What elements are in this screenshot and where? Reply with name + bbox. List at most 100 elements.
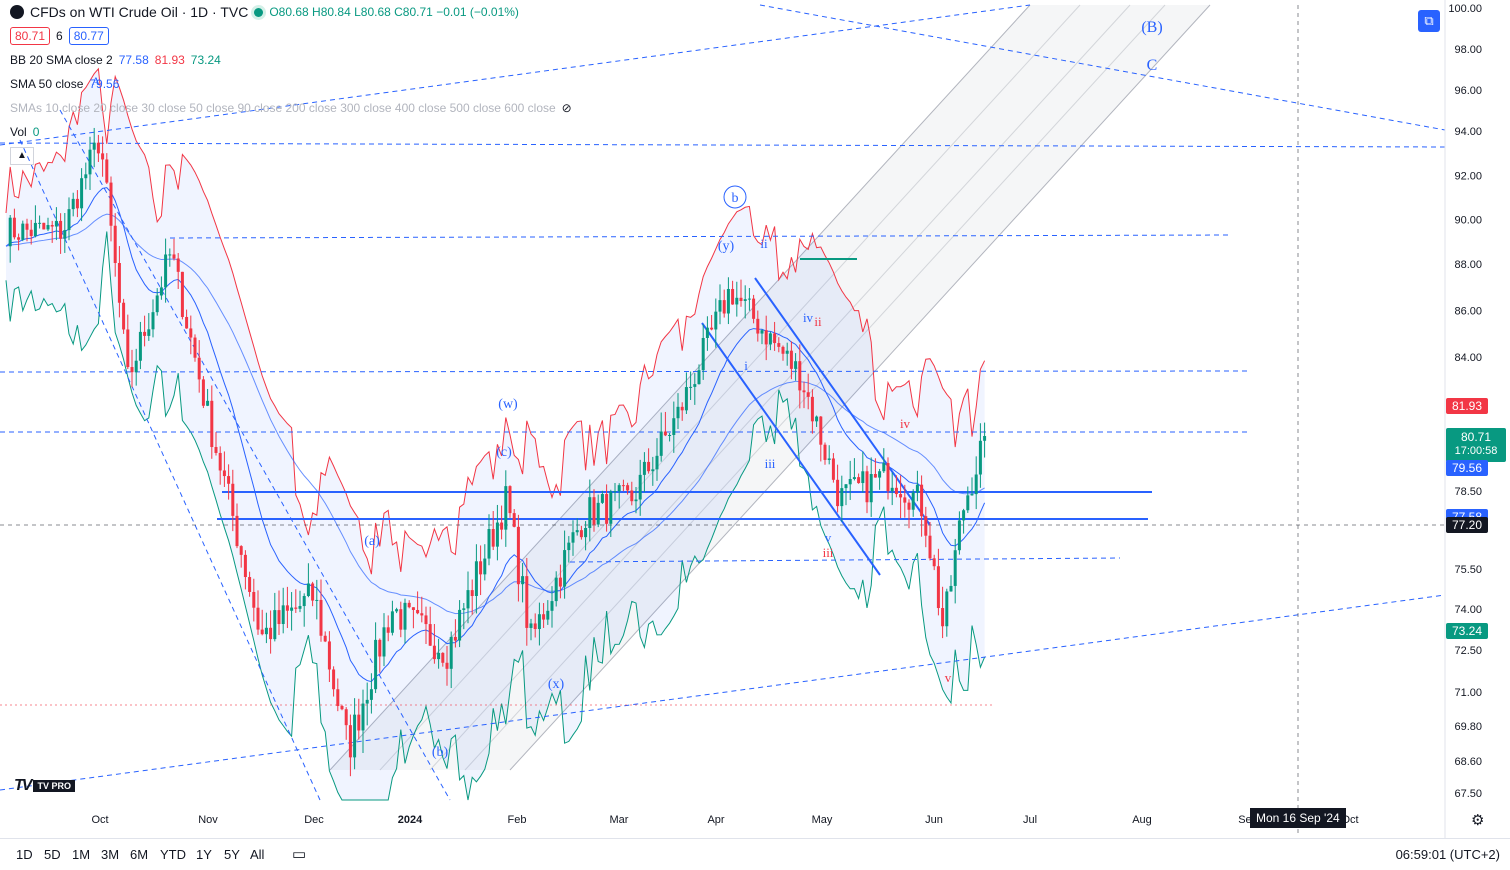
candle-body (269, 627, 273, 640)
bb-basis-line (5, 187, 986, 683)
smas-label[interactable]: SMAs 10 close 20 close 30 close 50 close… (10, 101, 556, 115)
candle-body (33, 222, 37, 237)
candle-body (768, 333, 772, 345)
candle-body (138, 331, 142, 361)
range-ytd[interactable]: YTD (160, 847, 186, 862)
candle-body (201, 379, 205, 406)
price-tick: 68.60 (1454, 756, 1482, 768)
candle-body (428, 624, 432, 646)
candle-body (680, 406, 684, 411)
time-tick: Apr (707, 814, 724, 826)
candle-body (189, 328, 193, 338)
candle-body (264, 627, 268, 635)
candle-body (819, 416, 823, 445)
candle-body (848, 479, 852, 485)
candle-body (59, 220, 63, 239)
candle-body (873, 474, 877, 478)
candle-body (521, 576, 525, 585)
candle-body (315, 599, 319, 601)
collapse-legend-icon[interactable]: ▲ (10, 147, 34, 165)
price-tick: 94.00 (1454, 126, 1482, 138)
price-label-81-93: 81.93 (1446, 398, 1488, 414)
candle-body (369, 689, 373, 700)
candle-body (38, 222, 42, 224)
wave-label: (w) (498, 397, 518, 412)
vol-value: 0 (32, 125, 40, 139)
candle-body (684, 387, 688, 411)
candle-body (974, 474, 978, 495)
range-1y[interactable]: 1Y (196, 847, 212, 862)
symbol-title[interactable]: CFDs on WTI Crude Oil · 1D · TVC (30, 4, 249, 20)
candle-body (474, 561, 478, 597)
candle-body (714, 311, 718, 330)
price-tick: 88.00 (1454, 259, 1482, 271)
vol-label[interactable]: Vol (10, 125, 27, 139)
candle-body (399, 609, 403, 630)
gear-icon[interactable]: ⚙ (1471, 812, 1485, 829)
range-1d[interactable]: 1D (16, 847, 33, 862)
candle-body (588, 497, 592, 529)
time-tick: Oct (1341, 814, 1358, 826)
bb-label[interactable]: BB 20 SMA close 2 (10, 53, 113, 67)
candle-body (592, 497, 596, 525)
range-6m[interactable]: 6M (130, 847, 149, 862)
wave-label: b (732, 191, 739, 206)
sma50-label[interactable]: SMA 50 close (10, 77, 84, 91)
time-tick: Mar (610, 814, 629, 826)
range-all[interactable]: All (250, 847, 265, 862)
ask-price[interactable]: 80.77 (68, 27, 109, 45)
wave-label: iv (803, 310, 814, 325)
time-tick: Aug (1132, 814, 1152, 826)
price-tick: 90.00 (1454, 215, 1482, 227)
eye-off-icon[interactable]: ⊘ (561, 101, 572, 115)
candle-body (844, 484, 848, 489)
range-5y[interactable]: 5Y (224, 847, 240, 862)
candle-body (395, 609, 399, 612)
wave-label: v (825, 530, 832, 545)
candle-body (243, 554, 247, 578)
candle-body (340, 706, 344, 710)
candle-body (760, 330, 764, 334)
candle-body (306, 583, 310, 597)
candle-body (260, 629, 264, 635)
candle-body (647, 461, 651, 472)
wave-label: v (945, 670, 952, 685)
candle-body (206, 400, 210, 406)
candle-body (718, 300, 722, 312)
candle-body (227, 476, 231, 484)
clock[interactable]: 06:59:01 (UTC+2) (1395, 847, 1500, 862)
candle-body (25, 223, 29, 230)
candle-body (437, 652, 441, 660)
time-tick: Jun (925, 814, 943, 826)
candle-body (533, 623, 537, 630)
candle-body (789, 350, 793, 369)
range-5d[interactable]: 5D (44, 847, 61, 862)
candle-body (256, 607, 260, 630)
candle-body (823, 444, 827, 460)
ohlc-readout: O80.68 H80.84 L80.68 C80.71 −0.01 (−0.01… (269, 5, 519, 19)
candle-body (365, 699, 369, 704)
bid-price[interactable]: 80.71 (10, 27, 51, 45)
price-tick: 100.00 (1448, 3, 1482, 15)
candle-body (693, 384, 697, 387)
candle-body (8, 217, 12, 247)
calendar-range-icon[interactable]: ▭ (292, 846, 307, 863)
range-3m[interactable]: 3M (101, 847, 120, 862)
candle-body (794, 361, 798, 369)
candle-body (869, 474, 873, 503)
fullscreen-icon[interactable]: ⧉ (1418, 10, 1440, 32)
candle-body (172, 254, 176, 259)
wave-label: (b) (432, 745, 449, 760)
candle-body (542, 614, 546, 620)
range-1m[interactable]: 1M (72, 847, 91, 862)
candle-body (579, 530, 583, 538)
candle-body (621, 485, 625, 487)
bb-v3: 73.24 (190, 53, 221, 67)
candle-body (101, 153, 105, 160)
candle-body (752, 298, 756, 319)
candle-body (571, 532, 575, 543)
candle-body (554, 577, 558, 602)
candle-body (88, 149, 92, 175)
candle-body (516, 526, 520, 585)
